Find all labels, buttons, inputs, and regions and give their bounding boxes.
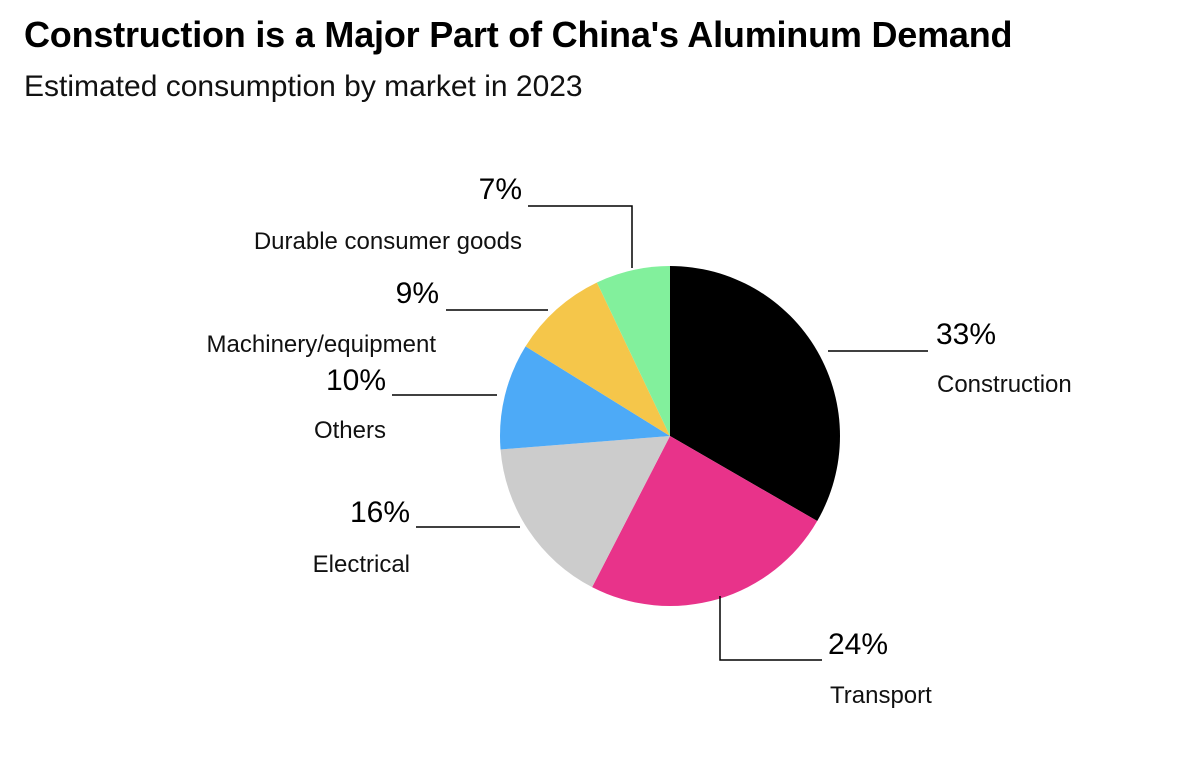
- category-label-transport: Transport: [830, 682, 932, 709]
- pie-slice-machinery-equipment: [525, 282, 670, 436]
- category-label-construction: Construction: [937, 371, 1072, 398]
- pie-slice-others: [499, 346, 670, 450]
- chart-subtitle: Estimated consumption by market in 2023: [24, 70, 583, 103]
- category-label-machinery-equipment: Machinery/equipment: [207, 331, 437, 358]
- category-label-durable-consumer-goods: Durable consumer goods: [254, 228, 522, 255]
- pie-slice-durable-consumer-goods: [596, 266, 670, 436]
- value-label-machinery-equipment: 9%: [396, 277, 439, 310]
- category-label-electrical: Electrical: [313, 551, 410, 578]
- pie-slice-transport: [592, 436, 818, 606]
- value-label-construction: 33%: [936, 318, 996, 351]
- value-label-electrical: 16%: [350, 496, 410, 529]
- leader-line-durable-consumer-goods: [528, 205, 633, 268]
- value-label-others: 10%: [326, 364, 386, 397]
- pie-slice-electrical: [500, 436, 670, 588]
- value-label-durable-consumer-goods: 7%: [479, 173, 522, 206]
- pie-slice-construction: [670, 266, 840, 521]
- chart-title: Construction is a Major Part of China's …: [24, 14, 1013, 55]
- leader-line-transport: [719, 596, 822, 661]
- value-label-transport: 24%: [828, 628, 888, 661]
- category-label-others: Others: [314, 417, 386, 444]
